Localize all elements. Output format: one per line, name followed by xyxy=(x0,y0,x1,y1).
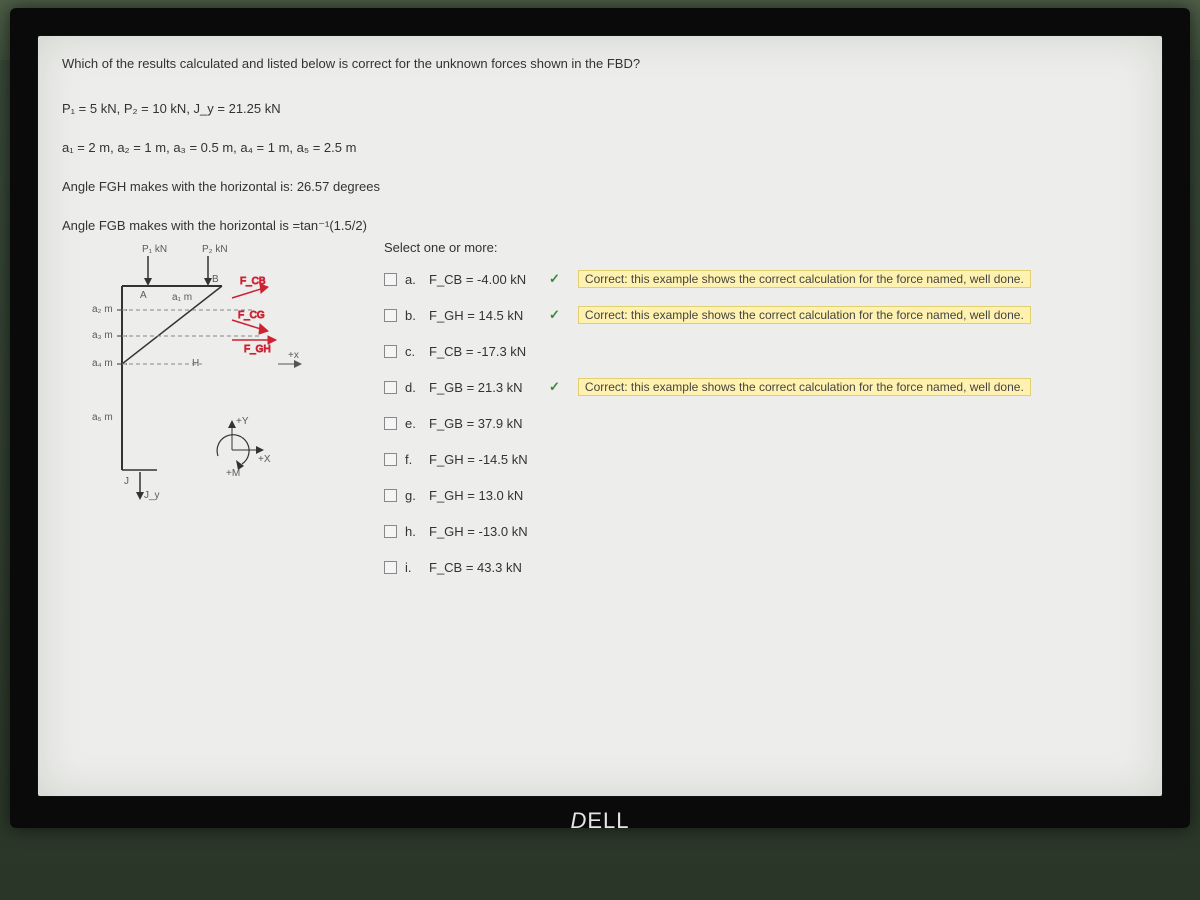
svg-text:a₄ m: a₄ m xyxy=(92,358,113,369)
param-forces: P₁ = 5 kN, P₂ = 10 kN, J_y = 21.25 kN xyxy=(62,101,1138,116)
question-text: Which of the results calculated and list… xyxy=(62,56,1138,71)
option-value: F_GH = -13.0 kN xyxy=(429,524,539,539)
option-value: F_GB = 37.9 kN xyxy=(429,416,539,431)
checkbox[interactable] xyxy=(384,309,397,322)
monitor-logo: DELL xyxy=(570,808,629,834)
svg-text:P₂ kN: P₂ kN xyxy=(202,244,228,255)
answer-option[interactable]: c. F_CB = -17.3 kN xyxy=(384,341,1138,361)
option-value: F_CB = -4.00 kN xyxy=(429,272,539,287)
svg-text:A: A xyxy=(140,290,147,301)
answer-option[interactable]: a. F_CB = -4.00 kN ✓ Correct: this example … xyxy=(384,269,1138,289)
option-letter: b. xyxy=(405,308,421,323)
answer-option[interactable]: b. F_GH = 14.5 kN ✓ Correct: this example s… xyxy=(384,305,1138,325)
answer-option[interactable]: h. F_GH = -13.0 kN xyxy=(384,521,1138,541)
svg-text:+x: +x xyxy=(288,350,299,361)
param-angle-fgh: Angle FGH makes with the horizontal is: … xyxy=(62,179,1138,194)
svg-text:+X: +X xyxy=(258,454,271,465)
svg-text:+M: +M xyxy=(226,468,240,479)
option-letter: e. xyxy=(405,416,421,431)
answer-option[interactable]: i. F_CB = 43.3 kN xyxy=(384,557,1138,577)
option-letter: h. xyxy=(405,524,421,539)
checkbox[interactable] xyxy=(384,381,397,394)
correct-check-icon: ✓ xyxy=(549,307,560,323)
answer-option[interactable]: e. F_GB = 37.9 kN xyxy=(384,413,1138,433)
svg-text:J_y: J_y xyxy=(144,490,160,501)
feedback-badge: Correct: this example shows the correct … xyxy=(578,306,1031,324)
param-angle-fgb: Angle FGB makes with the horizontal is =… xyxy=(62,218,1138,234)
answer-panel: Select one or more: a. F_CB = -4.00 kN ✓ Co… xyxy=(384,240,1138,593)
correct-check-icon: ✓ xyxy=(549,379,560,395)
option-letter: c. xyxy=(405,344,421,359)
answer-option[interactable]: g. F_GH = 13.0 kN xyxy=(384,485,1138,505)
checkbox[interactable] xyxy=(384,453,397,466)
svg-text:a₃ m: a₃ m xyxy=(92,330,113,341)
fbd-diagram: P₁ kN P₂ kN A B a₁ m a₂ m a₃ m xyxy=(62,240,352,525)
option-value: F_CB = -17.3 kN xyxy=(429,344,539,359)
option-letter: a. xyxy=(405,272,421,287)
checkbox[interactable] xyxy=(384,345,397,358)
svg-text:J: J xyxy=(124,476,129,487)
option-value: F_GH = 14.5 kN xyxy=(429,308,539,323)
option-letter: f. xyxy=(405,452,421,467)
answer-options-list: a. F_CB = -4.00 kN ✓ Correct: this example … xyxy=(384,269,1138,577)
checkbox[interactable] xyxy=(384,525,397,538)
correct-check-icon: ✓ xyxy=(549,271,560,287)
quiz-screen: Which of the results calculated and list… xyxy=(38,36,1162,796)
svg-text:F_GH: F_GH xyxy=(244,344,271,355)
svg-text:+Y: +Y xyxy=(236,416,249,427)
svg-text:a₂ m: a₂ m xyxy=(92,304,113,315)
svg-text:P₁ kN: P₁ kN xyxy=(142,244,167,255)
svg-text:F_CG: F_CG xyxy=(238,310,265,321)
svg-text:a₅ m: a₅ m xyxy=(92,412,113,423)
option-letter: i. xyxy=(405,560,421,575)
option-value: F_CB = 43.3 kN xyxy=(429,560,539,575)
param-dims: a₁ = 2 m, a₂ = 1 m, a₃ = 0.5 m, a₄ = 1 m… xyxy=(62,140,1138,155)
svg-text:F_CB: F_CB xyxy=(240,276,266,287)
option-letter: g. xyxy=(405,488,421,503)
checkbox[interactable] xyxy=(384,489,397,502)
svg-text:B: B xyxy=(212,274,219,285)
answer-option[interactable]: f. F_GH = -14.5 kN xyxy=(384,449,1138,469)
feedback-badge: Correct: this example shows the correct … xyxy=(578,270,1031,288)
checkbox[interactable] xyxy=(384,417,397,430)
answer-prompt: Select one or more: xyxy=(384,240,1138,255)
option-value: F_GH = -14.5 kN xyxy=(429,452,539,467)
answer-option[interactable]: d. F_GB = 21.3 kN ✓ Correct: this example s… xyxy=(384,377,1138,397)
option-letter: d. xyxy=(405,380,421,395)
option-value: F_GB = 21.3 kN xyxy=(429,380,539,395)
svg-text:a₁ m: a₁ m xyxy=(172,292,192,303)
feedback-badge: Correct: this example shows the correct … xyxy=(578,378,1031,396)
option-value: F_GH = 13.0 kN xyxy=(429,488,539,503)
checkbox[interactable] xyxy=(384,273,397,286)
checkbox[interactable] xyxy=(384,561,397,574)
monitor-frame: Which of the results calculated and list… xyxy=(10,8,1190,828)
